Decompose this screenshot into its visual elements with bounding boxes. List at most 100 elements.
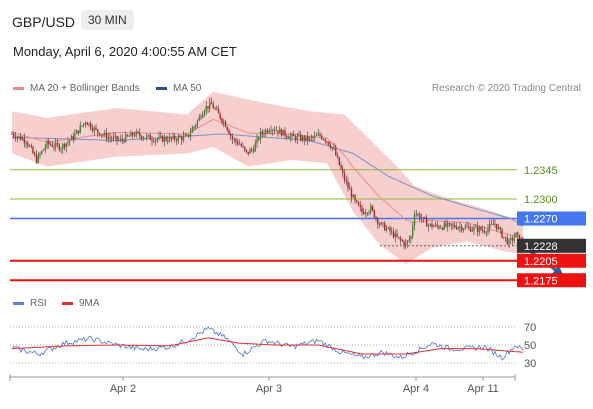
candle-body bbox=[174, 135, 176, 140]
candle-body bbox=[146, 135, 148, 138]
candle-body bbox=[396, 233, 398, 237]
candle-body bbox=[114, 135, 116, 137]
candle-body bbox=[368, 211, 370, 214]
timeframe-badge[interactable]: 30 MIN bbox=[81, 10, 134, 30]
candle-body bbox=[118, 139, 120, 141]
candle-body bbox=[161, 135, 164, 142]
candle-body bbox=[196, 120, 199, 125]
candle-body bbox=[91, 128, 94, 131]
candle-body bbox=[293, 134, 295, 137]
candle-body bbox=[268, 131, 270, 133]
candle-body bbox=[350, 189, 353, 198]
candle-body bbox=[158, 136, 160, 139]
level-tag-1.2228 bbox=[517, 238, 586, 253]
candle-body bbox=[81, 125, 83, 127]
candle-body bbox=[389, 227, 391, 232]
legend-9ma-label: 9MA bbox=[79, 298, 100, 309]
candle-body bbox=[513, 237, 515, 241]
candle-body bbox=[471, 230, 473, 232]
candle-body bbox=[375, 217, 377, 219]
candle-body bbox=[492, 223, 494, 225]
candle-body bbox=[301, 136, 304, 141]
chart-header: GBP/USD 30 MIN Monday, April 6, 2020 4:0… bbox=[0, 0, 593, 70]
candle-body bbox=[494, 223, 496, 225]
candle-body bbox=[417, 214, 419, 216]
candle-body bbox=[415, 214, 417, 216]
candle-body bbox=[378, 223, 381, 225]
candle-body bbox=[210, 102, 213, 105]
candle-body bbox=[475, 226, 477, 228]
candle-body bbox=[125, 134, 127, 142]
candle-body bbox=[286, 135, 288, 138]
candle-body bbox=[144, 137, 146, 139]
candle-body bbox=[216, 108, 218, 110]
candle-body bbox=[408, 239, 410, 241]
candle-body bbox=[25, 142, 27, 144]
candle-body bbox=[499, 227, 501, 229]
candle-body bbox=[336, 155, 339, 158]
candle-body bbox=[76, 130, 78, 134]
candle-body bbox=[510, 238, 512, 241]
candle-body bbox=[200, 116, 202, 118]
candle-body bbox=[424, 217, 426, 219]
candle-body bbox=[384, 223, 386, 231]
candle-body bbox=[56, 142, 59, 145]
candle-body bbox=[473, 227, 475, 231]
candle-body bbox=[298, 134, 300, 137]
candle-body bbox=[359, 205, 361, 208]
candle-body bbox=[270, 130, 272, 132]
x-tick-label-Apr-2: Apr 2 bbox=[110, 383, 136, 395]
candle-body bbox=[142, 137, 144, 139]
candle-body bbox=[405, 243, 407, 246]
candle-body bbox=[184, 135, 186, 136]
credit-text: Research © 2020 Trading Central bbox=[431, 83, 581, 94]
candle-body bbox=[123, 140, 125, 142]
rsi-line bbox=[11, 326, 524, 361]
candle-body bbox=[312, 137, 314, 139]
candle-body bbox=[16, 137, 18, 139]
level-tag-text-1.2175: 1.2175 bbox=[524, 275, 558, 287]
candle-body bbox=[371, 206, 374, 211]
candle-body bbox=[450, 223, 452, 226]
candle-body bbox=[436, 224, 438, 227]
rsi-ma-swatch bbox=[62, 301, 73, 305]
level-tag-text-1.2228: 1.2228 bbox=[524, 241, 558, 253]
candle-body bbox=[90, 123, 92, 129]
candle-body bbox=[398, 236, 400, 238]
rsi-level-label-50: 50 bbox=[524, 340, 536, 352]
candle-body bbox=[62, 144, 64, 149]
candle-body bbox=[228, 130, 230, 135]
level-tag-text-1.2205: 1.2205 bbox=[524, 256, 558, 268]
candle-body bbox=[335, 148, 337, 156]
candle-body bbox=[296, 136, 298, 141]
candle-body bbox=[39, 153, 41, 155]
candle-body bbox=[181, 137, 183, 141]
x-tick-label-Apr-3: Apr 3 bbox=[256, 383, 282, 395]
candle-body bbox=[46, 140, 48, 148]
candle-body bbox=[195, 124, 197, 127]
candle-body bbox=[21, 138, 24, 140]
candle-body bbox=[28, 145, 31, 147]
candle-body bbox=[328, 141, 330, 146]
candle-body bbox=[205, 106, 207, 111]
candle-body bbox=[11, 134, 13, 135]
candle-body bbox=[440, 227, 442, 229]
candle-body bbox=[340, 164, 342, 169]
candle-body bbox=[466, 226, 468, 228]
candle-body bbox=[202, 114, 204, 118]
candle-body bbox=[119, 138, 122, 140]
candle-body bbox=[147, 135, 150, 136]
candle-body bbox=[212, 104, 214, 109]
candle-body bbox=[480, 227, 482, 230]
candle-body bbox=[217, 109, 220, 114]
candle-body bbox=[307, 135, 309, 141]
candle-body bbox=[154, 139, 157, 142]
candle-body bbox=[342, 168, 344, 173]
candle-body bbox=[48, 140, 50, 145]
candle-body bbox=[128, 136, 130, 137]
candle-body bbox=[84, 122, 87, 124]
candle-body bbox=[226, 126, 228, 131]
candle-body bbox=[349, 187, 351, 190]
candle-body bbox=[291, 134, 293, 137]
candle-body bbox=[279, 129, 281, 134]
